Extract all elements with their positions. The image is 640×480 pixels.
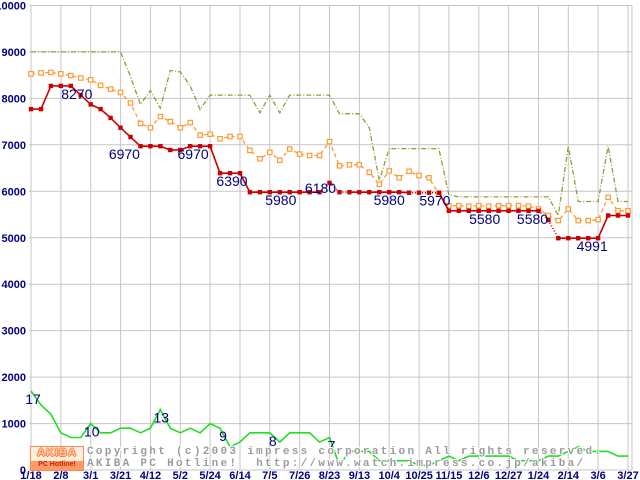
svg-text:5000: 5000 <box>2 233 26 245</box>
svg-text:8000: 8000 <box>2 93 26 105</box>
svg-text:3/1: 3/1 <box>83 470 98 480</box>
svg-text:1000: 1000 <box>2 419 26 431</box>
svg-text:8/23: 8/23 <box>319 470 340 480</box>
svg-text:5580: 5580 <box>517 211 548 227</box>
svg-text:6000: 6000 <box>2 186 26 198</box>
svg-text:6/14: 6/14 <box>229 470 251 480</box>
copyright-line1: Copyright (c)2003 impress corporation Al… <box>87 446 604 458</box>
svg-text:1/24: 1/24 <box>528 470 550 480</box>
svg-text:17: 17 <box>25 391 41 407</box>
svg-text:8: 8 <box>269 433 277 449</box>
svg-text:9/13: 9/13 <box>349 470 370 480</box>
svg-text:7: 7 <box>328 438 336 454</box>
svg-text:3/6: 3/6 <box>590 470 605 480</box>
svg-text:11/15: 11/15 <box>435 470 462 480</box>
svg-text:6390: 6390 <box>216 173 247 189</box>
x-axis-labels: 1/18 2/8 3/1 3/21 4/12 5/2 5/24 6/14 7/5 7/26 8/23… <box>20 470 638 480</box>
svg-text:5580: 5580 <box>469 211 500 227</box>
svg-text:7/26: 7/26 <box>289 470 310 480</box>
svg-text:2/14: 2/14 <box>558 470 580 480</box>
svg-text:10/4: 10/4 <box>378 470 400 480</box>
svg-text:5970: 5970 <box>419 193 450 209</box>
svg-text:8270: 8270 <box>61 86 92 102</box>
svg-text:4/12: 4/12 <box>140 470 161 480</box>
svg-text:13: 13 <box>154 410 170 426</box>
svg-text:0: 0 <box>20 465 26 477</box>
svg-text:3000: 3000 <box>2 326 26 338</box>
akiba-pc-hotline-logo: AKIBA PC Hotline! <box>30 446 84 471</box>
svg-text:7000: 7000 <box>2 140 26 152</box>
svg-text:4000: 4000 <box>2 279 26 291</box>
logo-akiba-text: AKIBA <box>37 447 77 459</box>
copyright-line2: AKIBA PC Hotline! http://www.watch.impre… <box>87 458 586 470</box>
svg-text:2000: 2000 <box>2 372 26 384</box>
series-lowest-price <box>28 83 631 241</box>
svg-text:9000: 9000 <box>2 47 26 59</box>
svg-text:3/21: 3/21 <box>110 470 131 480</box>
svg-text:9: 9 <box>219 428 227 444</box>
svg-text:5980: 5980 <box>374 192 405 208</box>
series-highest-price <box>31 51 628 218</box>
svg-text:7/5: 7/5 <box>262 470 277 480</box>
svg-text:10: 10 <box>84 424 100 440</box>
svg-text:12/27: 12/27 <box>495 470 523 480</box>
svg-text:2/8: 2/8 <box>53 470 68 480</box>
svg-text:12/6: 12/6 <box>468 470 489 480</box>
svg-text:5/2: 5/2 <box>173 470 188 480</box>
shop-count-labels: 17 10 13 9 8 7 <box>25 391 335 454</box>
svg-text:1/18: 1/18 <box>20 470 41 480</box>
svg-text:10/25: 10/25 <box>405 470 433 480</box>
y-axis-labels: 1000090008000700060005000400030002000100… <box>0 1 26 478</box>
svg-text:5/24: 5/24 <box>199 470 221 480</box>
series-shop-count <box>30 390 628 468</box>
gridlines <box>29 5 633 471</box>
svg-text:4991: 4991 <box>577 238 608 254</box>
price-value-labels: 8270 6970 6970 6390 5980 6180 5980 5970 5580 5580… <box>61 86 608 254</box>
svg-text:3/27: 3/27 <box>617 470 638 480</box>
logo-pc-hotline-text: PC Hotline! <box>31 461 83 470</box>
svg-text:6180: 6180 <box>305 180 336 196</box>
svg-text:6970: 6970 <box>109 146 140 162</box>
svg-text:6970: 6970 <box>178 146 209 162</box>
svg-text:5980: 5980 <box>265 192 296 208</box>
